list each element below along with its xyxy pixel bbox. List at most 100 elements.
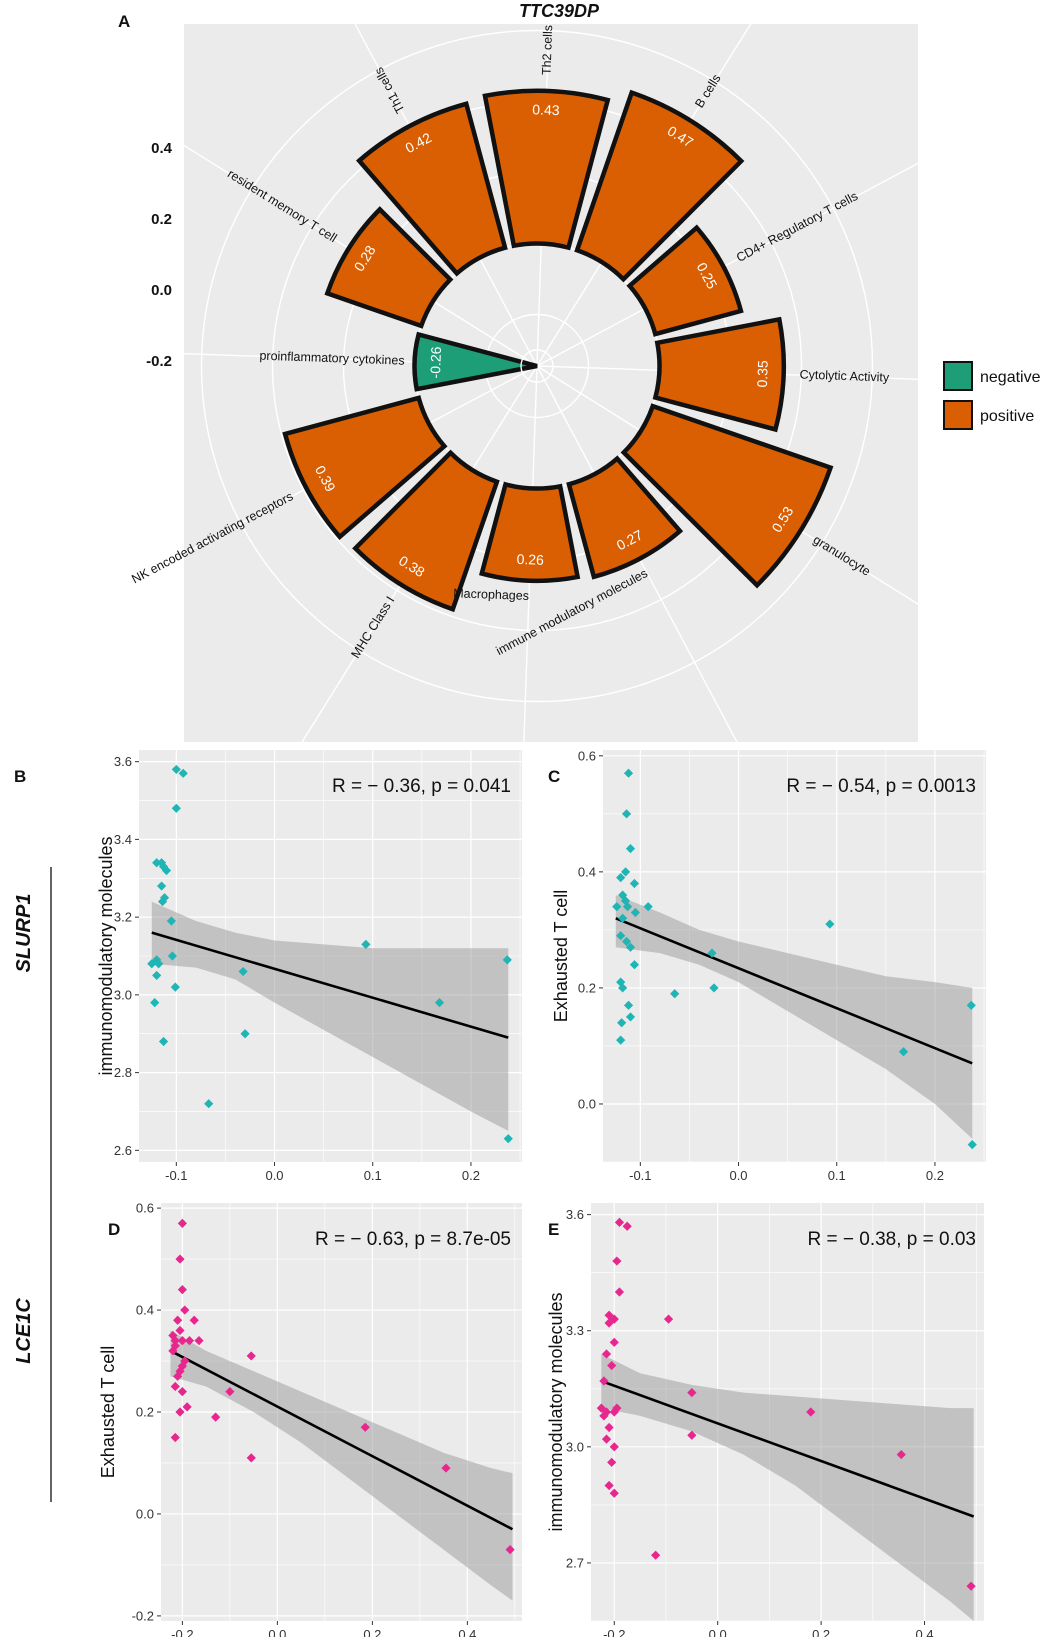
correlation-annotation: R = − 0.63, p = 8.7e-05 bbox=[315, 1229, 511, 1250]
polar-bar bbox=[412, 331, 538, 392]
polar-category-label: proinflammatory cytokines bbox=[259, 349, 405, 368]
data-point bbox=[157, 896, 168, 907]
data-point bbox=[616, 931, 626, 941]
polar-category-label: Macrophages bbox=[453, 586, 529, 603]
data-point bbox=[168, 1346, 178, 1356]
data-point bbox=[177, 1336, 187, 1346]
radial-tick-label: 0.2 bbox=[151, 211, 172, 228]
data-point bbox=[625, 1012, 636, 1022]
polar-value-label: 0.43 bbox=[532, 101, 560, 118]
correlation-annotation: R = − 0.36, p = 0.041 bbox=[332, 776, 511, 797]
confidence-band bbox=[601, 1353, 974, 1621]
x-tick-label: 0.0 bbox=[265, 1168, 283, 1183]
data-point bbox=[173, 1371, 183, 1381]
data-point bbox=[152, 858, 162, 868]
data-point bbox=[596, 1403, 606, 1413]
data-point bbox=[607, 1360, 617, 1371]
data-point bbox=[599, 1376, 609, 1386]
data-point bbox=[651, 1550, 661, 1560]
data-point bbox=[966, 1581, 976, 1591]
y-tick-label: 3.4 bbox=[114, 832, 132, 847]
data-point bbox=[609, 1442, 619, 1452]
x-tick-label: 0.2 bbox=[363, 1627, 381, 1637]
y-tick-label: 2.6 bbox=[114, 1143, 132, 1158]
data-point bbox=[617, 1018, 627, 1028]
data-point bbox=[670, 989, 680, 999]
data-point bbox=[175, 1325, 185, 1336]
polar-center-circle bbox=[520, 349, 554, 383]
data-point bbox=[158, 1036, 169, 1047]
radial-tick-label: 0.4 bbox=[151, 140, 173, 157]
scatter-panel-b: B -0.1 0.0 0.1 0.2 2.6 2.8 3.0 3.2 3.4 3.6 immunomo… bbox=[14, 750, 522, 1183]
data-point bbox=[503, 1134, 513, 1144]
polar-bar bbox=[355, 101, 508, 277]
data-point bbox=[180, 1356, 190, 1366]
data-point bbox=[211, 1412, 221, 1422]
data-point bbox=[166, 916, 177, 926]
regression-line bbox=[600, 1379, 975, 1518]
y-axis-label: Exhausted T cell bbox=[551, 890, 571, 1022]
data-point bbox=[204, 1099, 214, 1109]
polar-bar bbox=[620, 403, 834, 589]
data-point bbox=[601, 1434, 612, 1444]
data-point bbox=[621, 936, 632, 947]
regression-line bbox=[615, 917, 973, 1065]
data-point bbox=[170, 1381, 180, 1392]
x-tick-label: 0.0 bbox=[729, 1168, 747, 1183]
data-point bbox=[601, 1349, 612, 1359]
data-point bbox=[170, 1336, 180, 1346]
data-point bbox=[177, 1387, 187, 1397]
y-tick-label: 2.8 bbox=[114, 1065, 132, 1080]
panel-letter: C bbox=[548, 767, 560, 786]
polar-bar bbox=[282, 395, 448, 541]
data-point bbox=[896, 1449, 906, 1460]
data-point bbox=[182, 1402, 192, 1412]
data-point bbox=[150, 998, 160, 1008]
confidence-band bbox=[170, 1330, 513, 1601]
data-point bbox=[246, 1351, 256, 1361]
panel-a-title: TTC39DP bbox=[519, 1, 600, 21]
data-point bbox=[152, 970, 162, 981]
legend-swatch-negative bbox=[943, 361, 973, 391]
polar-value-label: -0.26 bbox=[427, 346, 444, 379]
data-point bbox=[167, 951, 177, 961]
data-point bbox=[612, 902, 622, 912]
data-point bbox=[806, 1407, 816, 1417]
data-point bbox=[898, 1047, 909, 1057]
data-point bbox=[178, 768, 188, 778]
panel-letter: E bbox=[548, 1220, 559, 1239]
data-point bbox=[434, 998, 445, 1008]
data-point bbox=[614, 1217, 625, 1227]
panel-a-letter: A bbox=[118, 12, 130, 31]
data-point bbox=[604, 1310, 614, 1320]
data-point bbox=[623, 768, 634, 778]
polar-bar bbox=[574, 89, 745, 283]
scatter-panel-c: C -0.1 0.0 0.1 0.2 0.0 0.2 0.4 0.6 Exhausted T ce… bbox=[548, 748, 986, 1183]
data-point bbox=[616, 1035, 626, 1045]
data-point bbox=[601, 1407, 612, 1417]
y-tick-label: 3.0 bbox=[566, 1439, 584, 1454]
data-point bbox=[663, 1314, 674, 1324]
radial-tick-label: 0.0 bbox=[151, 282, 172, 299]
polar-bar bbox=[324, 206, 454, 329]
data-point bbox=[225, 1387, 235, 1397]
polar-bar bbox=[482, 88, 611, 251]
correlation-annotation: R = − 0.54, p = 0.0013 bbox=[786, 776, 976, 797]
y-tick-label: 0.6 bbox=[578, 748, 596, 763]
scatter-panel-e: E -0.2 0.0 0.2 0.4 2.7 3.0 3.3 3.6 immunomodulato… bbox=[546, 1203, 984, 1637]
data-point bbox=[643, 902, 653, 912]
legend-label-positive: positive bbox=[980, 408, 1034, 425]
data-point bbox=[625, 844, 636, 854]
data-point bbox=[621, 809, 632, 819]
correlation-annotation: R = − 0.38, p = 0.03 bbox=[808, 1229, 977, 1250]
data-point bbox=[156, 881, 167, 891]
polar-grid-spoke bbox=[184, 144, 538, 367]
data-point bbox=[966, 1000, 976, 1010]
polar-value-label: 0.26 bbox=[516, 551, 544, 568]
y-tick-label: 0.4 bbox=[578, 864, 596, 879]
x-tick-label: -0.1 bbox=[629, 1168, 651, 1183]
data-point bbox=[173, 1315, 183, 1325]
data-point bbox=[604, 1480, 614, 1491]
scatter-panel-d: D -0.2 0.0 0.2 0.4 -0.2 0.0 0.2 0.4 0.6 Exhausted … bbox=[98, 1201, 522, 1637]
x-tick-label: -0.2 bbox=[171, 1627, 193, 1637]
